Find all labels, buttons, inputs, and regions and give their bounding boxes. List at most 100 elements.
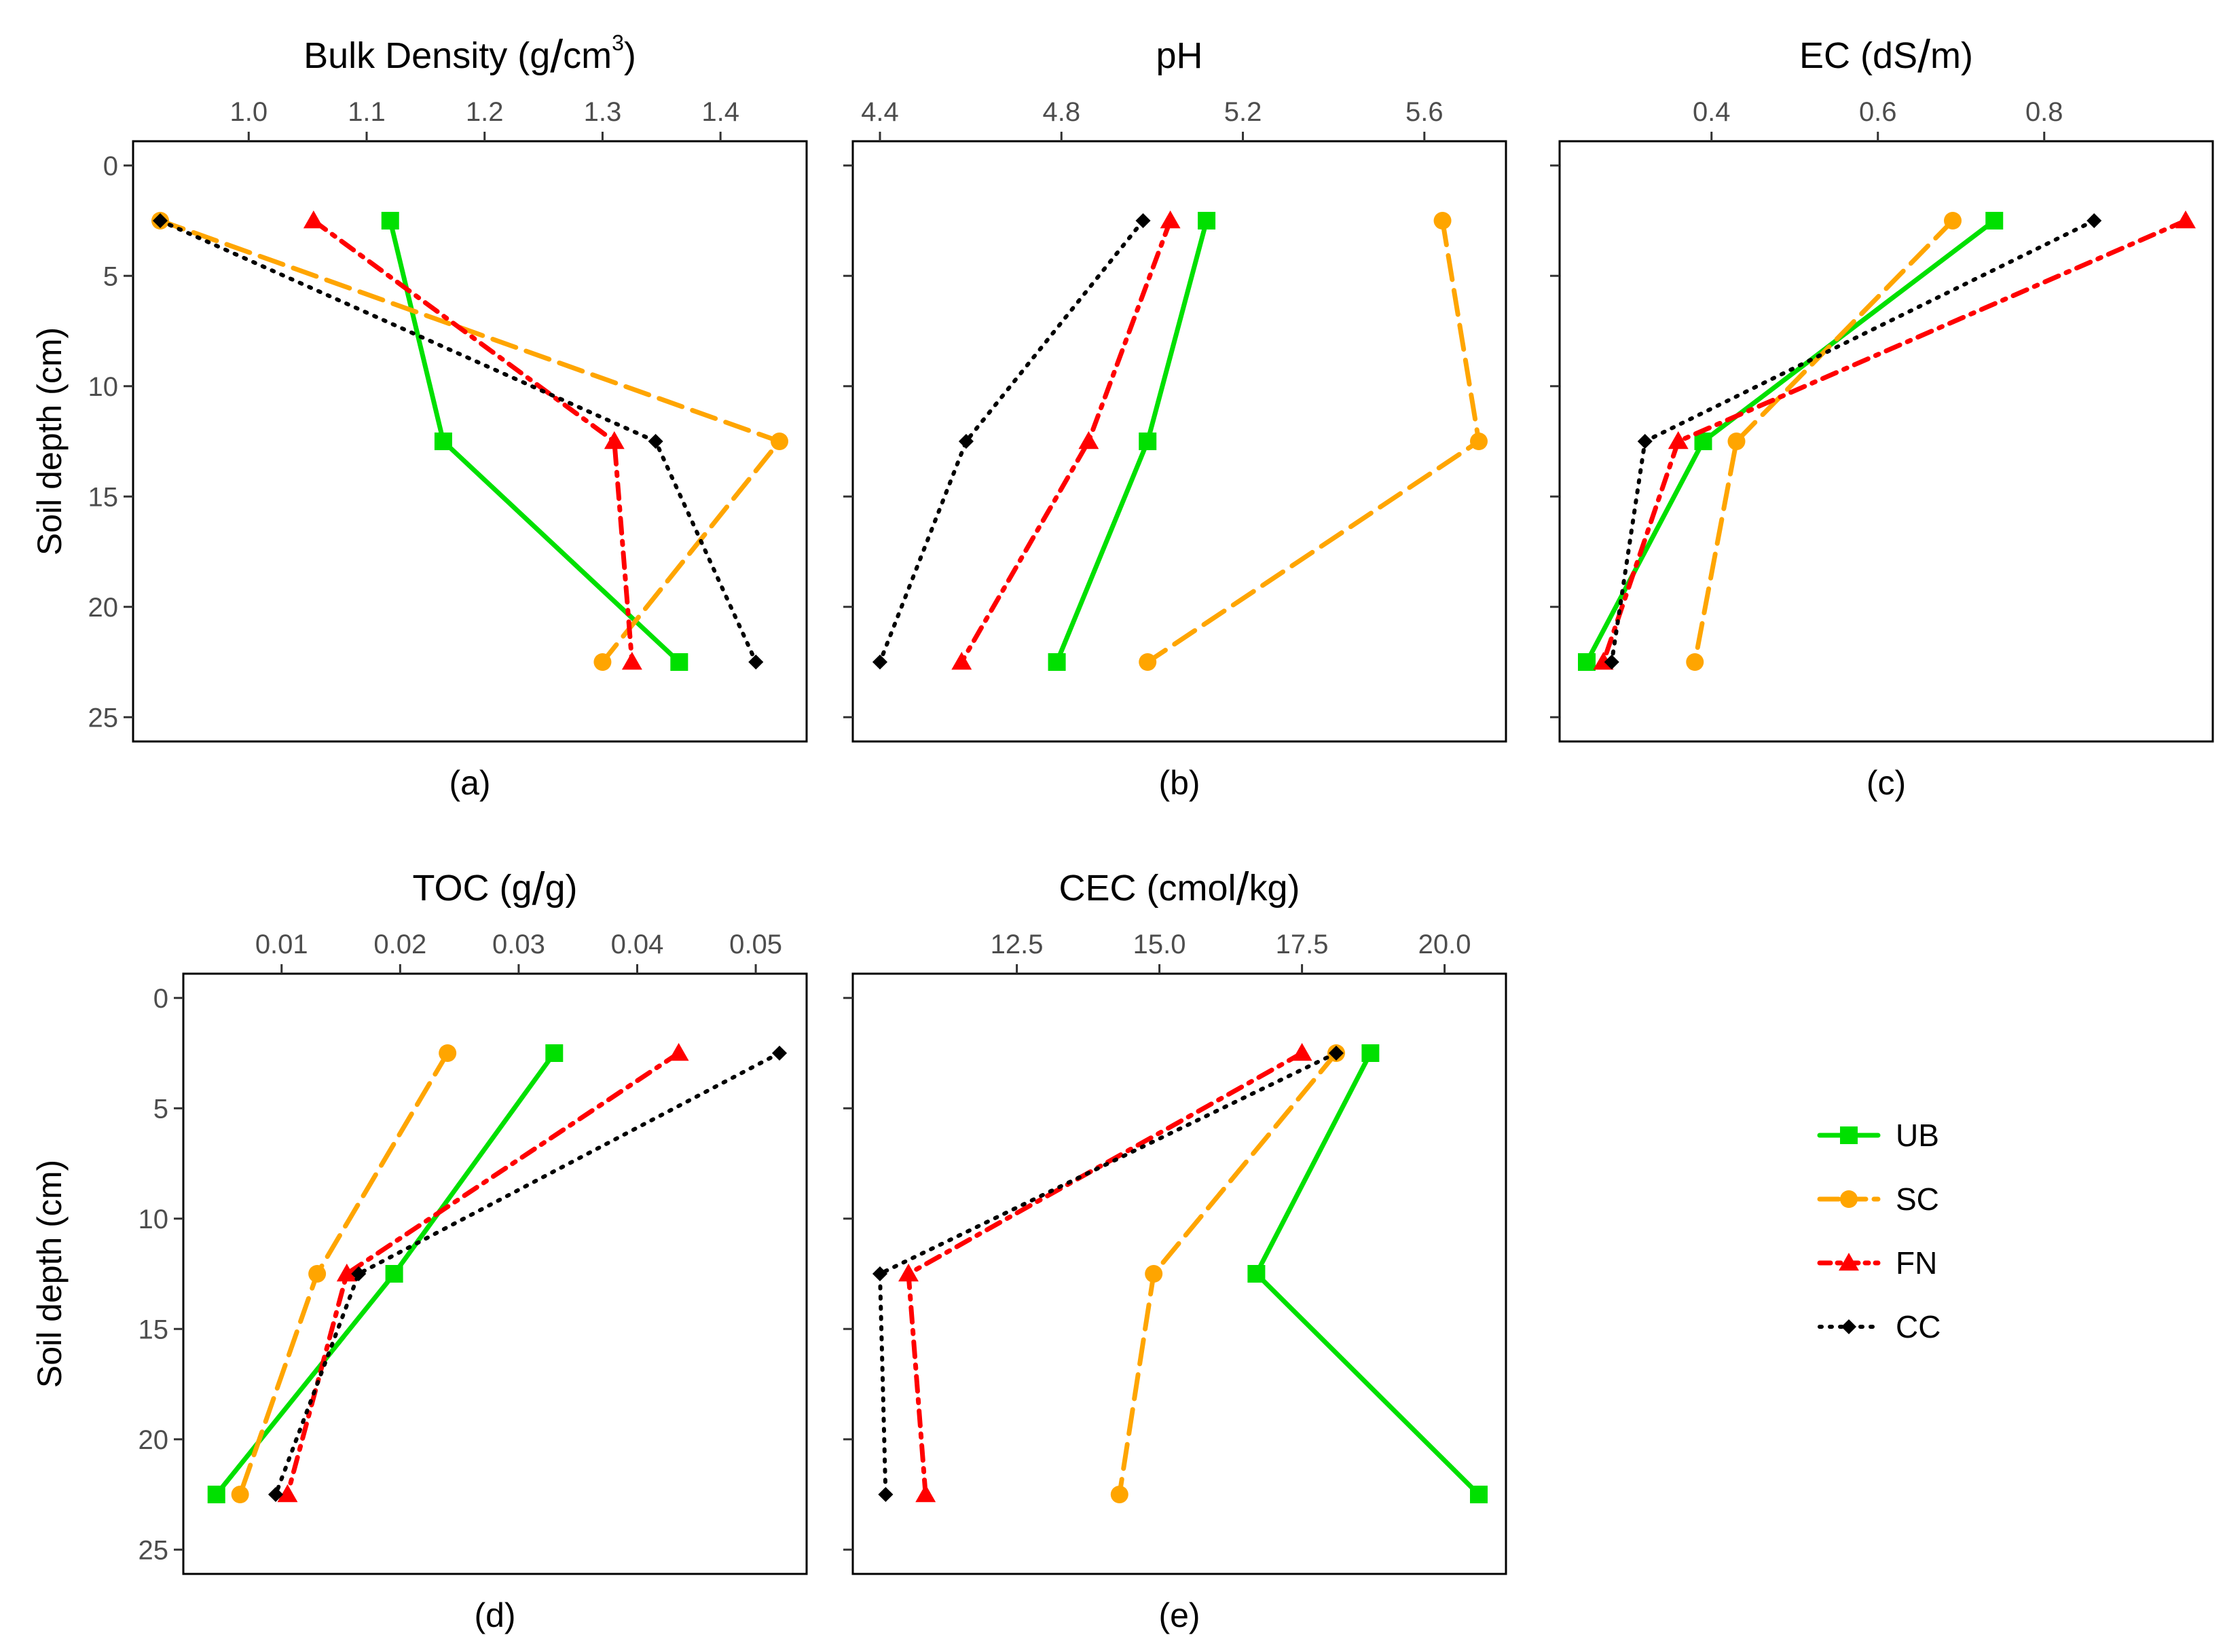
x-tick-label: 4.8 xyxy=(1042,97,1080,127)
panel-e: 12.5 15.0 17.5 20.0 CEC (cmol/kg) (e) xyxy=(843,863,1507,1634)
legend-item-ub: UB xyxy=(1817,1118,1939,1153)
y-tick-label: 10 xyxy=(88,372,119,402)
data-point-sc xyxy=(231,1486,249,1503)
x-tick-label: 0.01 xyxy=(255,930,308,959)
legend-marker xyxy=(1841,1319,1857,1335)
data-point-ub xyxy=(670,653,688,671)
series-line-ub xyxy=(1253,1050,1482,1497)
data-point-cc xyxy=(1328,1045,1344,1061)
legend-marker xyxy=(1840,1190,1858,1208)
data-point-cc xyxy=(958,433,974,449)
data-point-fn xyxy=(898,1264,919,1282)
panel-b-frame xyxy=(851,140,1507,743)
panel-a-frame xyxy=(132,140,808,743)
x-tick-label: 1.2 xyxy=(466,97,504,127)
x-tick-label: 12.5 xyxy=(991,930,1044,959)
series-line-cc xyxy=(158,219,758,664)
data-point-sc xyxy=(439,1044,457,1062)
series-cc xyxy=(1604,213,2102,670)
legend-label: FN xyxy=(1896,1245,1937,1281)
series-line-ub xyxy=(388,218,682,665)
y-tick-label: 15 xyxy=(139,1315,169,1344)
panel-e-frame xyxy=(851,972,1507,1575)
series-line-ub xyxy=(1054,218,1209,665)
series-cc xyxy=(872,1045,1344,1503)
series-line-sc xyxy=(158,218,782,665)
x-tick-label: 5.6 xyxy=(1405,97,1444,127)
data-point-cc xyxy=(152,213,168,229)
panel-a: 0 5 10 15 20 25 1.0 1.1 1.2 1.3 1.4 Bulk Density (g… xyxy=(31,31,808,802)
data-point-fn xyxy=(2175,210,2196,229)
series-fn xyxy=(303,210,642,670)
data-point-sc xyxy=(308,1265,327,1283)
x-tick-label: 0.8 xyxy=(2025,97,2063,127)
panel-c: 0.4 0.6 0.8 EC (dS/m) (c) xyxy=(1550,31,2214,802)
data-point-sc xyxy=(1139,653,1157,671)
data-point-fn xyxy=(951,652,972,670)
data-point-cc xyxy=(351,1266,367,1282)
data-point-sc xyxy=(1433,212,1452,230)
legend-item-fn: FN xyxy=(1817,1245,1937,1281)
panel-c-frame xyxy=(1558,140,2214,743)
panel-d: 0 5 10 15 20 25 0.01 0.02 0.03 0.04 0.05 TOC (g/g) S… xyxy=(31,863,808,1634)
y-tick-label: 0 xyxy=(103,151,118,181)
y-tick-label: 5 xyxy=(103,261,118,291)
data-point-fn xyxy=(1160,210,1181,229)
x-tick-label: 5.2 xyxy=(1224,97,1262,127)
data-point-cc xyxy=(872,1266,888,1282)
x-tick-label: 4.4 xyxy=(861,97,899,127)
series-cc xyxy=(152,213,764,670)
x-tick-label: 0.6 xyxy=(1859,97,1897,127)
x-tick-label: 0.4 xyxy=(1693,97,1731,127)
series-fn xyxy=(898,1043,1312,1503)
series-line-sc xyxy=(1145,218,1482,665)
panel-c-label: (c) xyxy=(1867,764,1906,802)
data-point-fn xyxy=(303,210,324,229)
data-point-sc xyxy=(1727,433,1746,450)
panel-a-label: (a) xyxy=(449,764,490,802)
y-tick-label: 5 xyxy=(153,1094,168,1124)
data-point-fn xyxy=(621,652,642,670)
series-cc xyxy=(268,1045,788,1503)
data-point-cc xyxy=(1135,213,1151,229)
series-line-fn xyxy=(906,1050,1305,1497)
series-fn xyxy=(1593,210,2196,670)
data-point-ub xyxy=(1361,1044,1380,1062)
data-point-fn xyxy=(1291,1043,1312,1061)
series-line-fn xyxy=(1601,218,2188,665)
data-point-sc xyxy=(593,653,612,671)
panel-d-title: TOC (g/g) xyxy=(413,863,578,915)
data-point-ub xyxy=(1247,1265,1266,1283)
series-ub xyxy=(1578,212,2004,671)
data-point-cc xyxy=(878,1486,894,1503)
y-tick-label: 15 xyxy=(88,482,119,512)
series-ub xyxy=(1048,212,1216,671)
data-point-sc xyxy=(1110,1486,1128,1503)
data-point-sc xyxy=(1145,1265,1163,1283)
x-tick-label: 1.3 xyxy=(584,97,622,127)
data-point-sc xyxy=(1686,653,1704,671)
data-point-ub xyxy=(1578,653,1596,671)
series-sc xyxy=(1139,212,1488,671)
x-tick-label: 15.0 xyxy=(1133,930,1186,959)
legend-label: UB xyxy=(1896,1118,1939,1153)
panel-d-ylabel: Soil depth (cm) xyxy=(31,1160,69,1388)
panel-d-label: (d) xyxy=(474,1596,515,1634)
data-point-sc xyxy=(771,433,788,450)
panel-e-label: (e) xyxy=(1158,1596,1200,1634)
series-sc xyxy=(1686,212,1962,671)
data-point-sc xyxy=(1470,433,1488,450)
legend-item-sc: SC xyxy=(1817,1181,1939,1217)
data-point-cc xyxy=(1637,433,1653,449)
data-point-fn xyxy=(336,1264,357,1282)
panel-b-title: pH xyxy=(1156,35,1202,76)
series-sc xyxy=(151,212,788,671)
series-ub xyxy=(1247,1044,1488,1503)
data-point-cc xyxy=(872,654,888,670)
data-point-fn xyxy=(1668,431,1689,449)
legend-item-cc: CC xyxy=(1818,1309,1941,1344)
legend-marker xyxy=(1840,1126,1858,1144)
series-line-ub xyxy=(214,1050,557,1497)
legend-label: SC xyxy=(1896,1181,1939,1217)
y-tick-label: 25 xyxy=(88,703,119,733)
